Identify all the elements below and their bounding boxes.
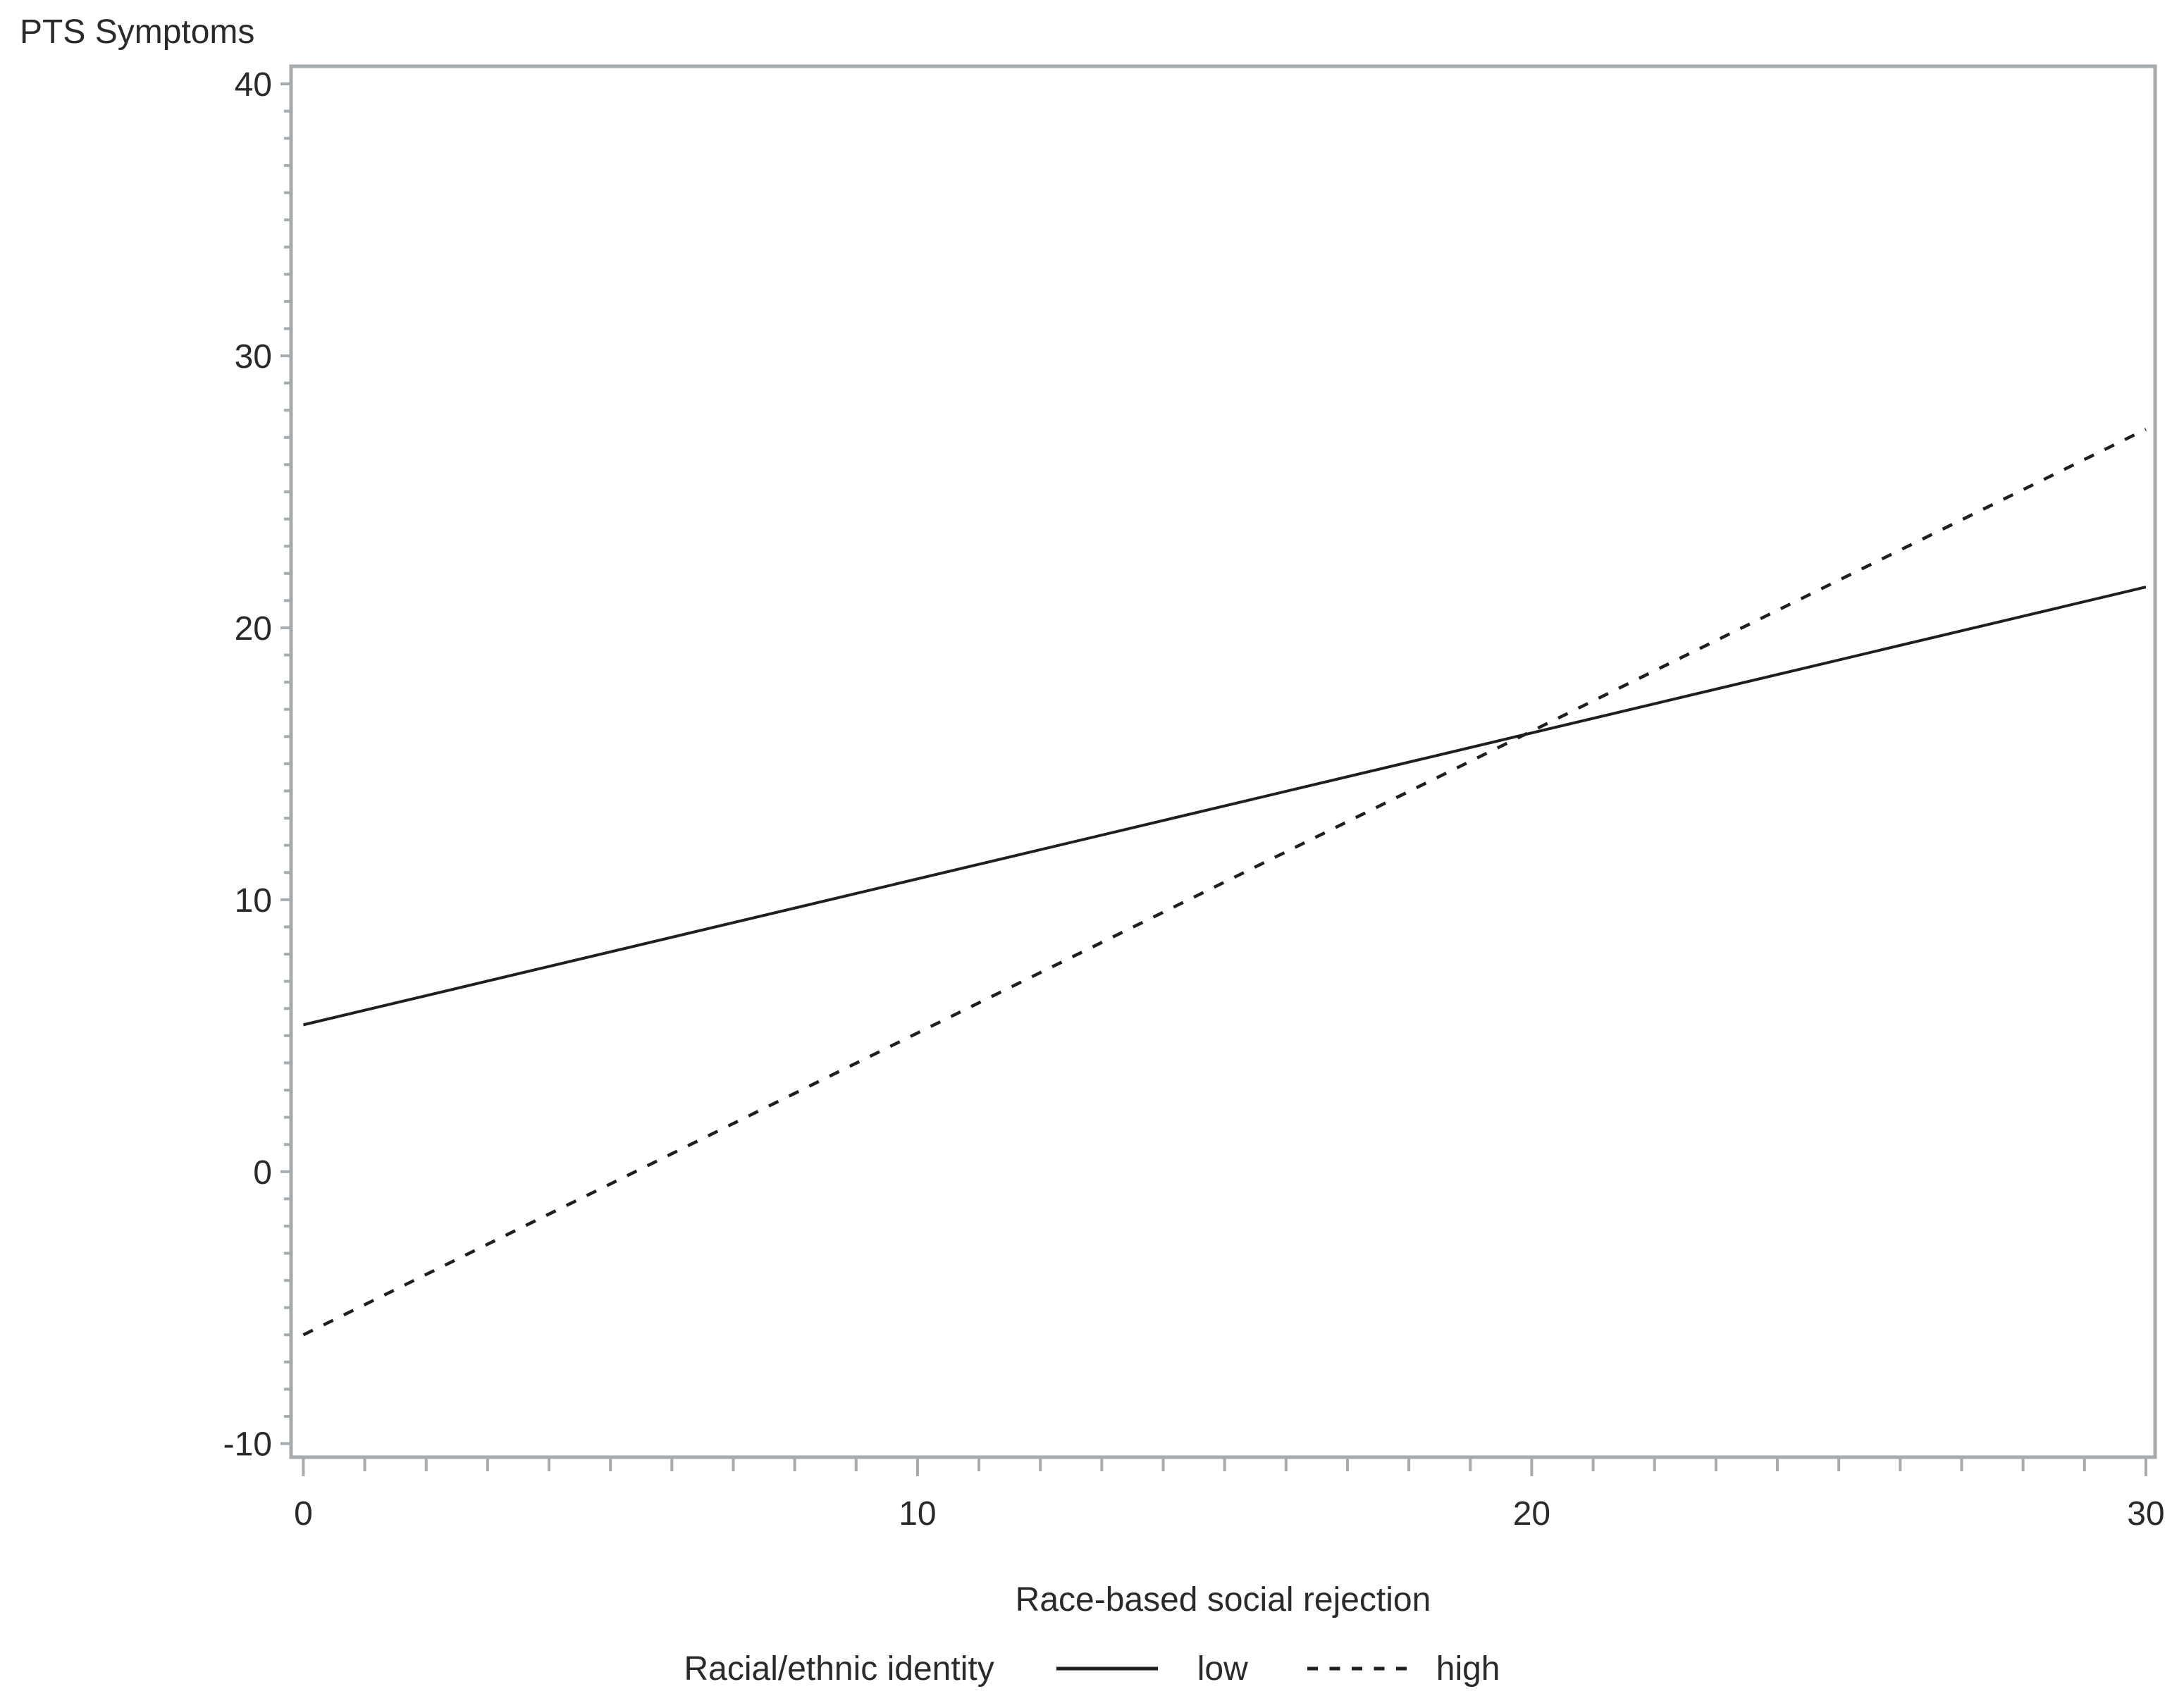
series-line-high — [302, 428, 2147, 1337]
y-tick-label: 30 — [235, 338, 272, 376]
x-tick-label: 30 — [2127, 1495, 2164, 1533]
x-tick-label: 20 — [1513, 1495, 1550, 1533]
y-tick-label: -10 — [223, 1426, 272, 1464]
x-axis-title: Race-based social rejection — [1015, 1581, 1431, 1619]
x-tick-label: 0 — [294, 1495, 313, 1533]
y-tick-label: 0 — [253, 1154, 272, 1192]
legend-title: Racial/ethnic identity — [684, 1650, 994, 1688]
legend-item-high-label: high — [1436, 1650, 1500, 1688]
legend-solid-line-swatch — [1056, 1666, 1158, 1671]
legend-dashed-line-swatch — [1307, 1666, 1407, 1671]
plot-frame — [289, 64, 2157, 1459]
legend-item-low-label: low — [1197, 1650, 1248, 1688]
y-tick-label: 40 — [235, 66, 272, 104]
legend: Racial/ethnic identity low high — [0, 1640, 2184, 1697]
x-tick-label: 10 — [899, 1495, 936, 1533]
y-axis-title: PTS Symptoms — [20, 13, 255, 51]
y-tick-label: 20 — [235, 610, 272, 648]
y-tick-label: 10 — [235, 882, 272, 920]
series-line-low — [302, 586, 2147, 1027]
